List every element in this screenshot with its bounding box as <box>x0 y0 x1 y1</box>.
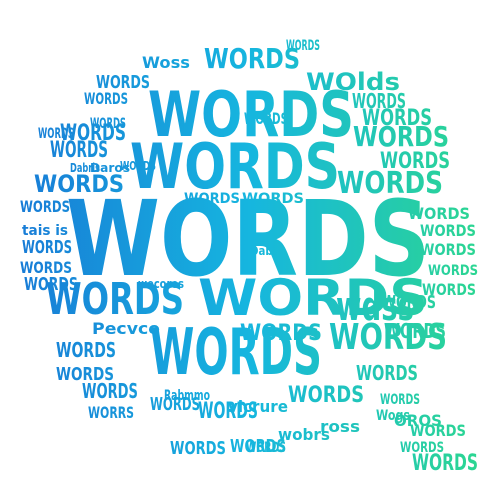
cloud-word: WORDS <box>34 170 124 198</box>
cloud-word: WORDS <box>382 292 436 313</box>
cloud-word: WORDS <box>420 221 476 240</box>
cloud-word: WORDS <box>384 319 446 343</box>
cloud-word: WORDS <box>184 191 240 207</box>
cloud-word: WORDS <box>130 130 340 203</box>
cloud-word: WORDS <box>240 321 322 346</box>
cloud-word: WORDS <box>170 438 226 459</box>
cloud-word: WORDS <box>198 269 428 327</box>
cloud-fragment: WOlds <box>306 68 400 96</box>
cloud-fragment: WORRS <box>88 403 134 422</box>
cloud-fragment: OROS <box>394 411 442 430</box>
cloud-word: WORDS <box>24 274 78 295</box>
cloud-fragment: Woss <box>142 53 190 72</box>
cloud-fragment: wecoros <box>138 277 184 291</box>
cloud-word: WORDS <box>286 38 320 54</box>
cloud-word: WORDS <box>38 126 74 142</box>
cloud-word: WORDS <box>422 280 476 299</box>
cloud-word: WORDS <box>50 138 108 163</box>
cloud-word: WORDS <box>90 116 126 132</box>
cloud-word: WORDS <box>20 258 72 277</box>
cloud-fragment: Wogs <box>376 408 410 424</box>
cloud-word: WORDS <box>82 379 138 403</box>
cloud-fragment: Rabmmo <box>164 388 210 404</box>
cloud-word: WORDS <box>362 106 432 131</box>
cloud-fragment: Daros <box>90 161 130 175</box>
cloud-word: WORDS <box>148 78 354 151</box>
cloud-word: WORDS <box>408 204 470 223</box>
cloud-word: WORDS <box>198 399 258 424</box>
cloud-word: WORDS <box>246 440 286 456</box>
cloud-word: WORDS <box>412 451 478 476</box>
cloud-fragment: vicrure <box>228 397 288 416</box>
cloud-word: WORDS <box>410 421 466 440</box>
cloud-word: WORDS <box>244 109 288 128</box>
cloud-word: WORDS <box>20 197 70 216</box>
cloud-word: WORDS <box>56 338 116 362</box>
cloud-word: WORDS <box>66 178 430 300</box>
cloud-word: WORDS <box>420 240 476 259</box>
cloud-fragment: ross <box>320 417 360 436</box>
cloud-word: WORDS <box>150 394 200 415</box>
cloud-fragment: tais is <box>22 223 68 239</box>
cloud-word: WORDS <box>400 440 444 456</box>
cloud-word: WORDS <box>84 89 128 108</box>
cloud-fragment: Dabris <box>70 161 100 175</box>
cloud-fragment: Dabus <box>250 244 286 258</box>
cloud-word: WORDS <box>337 166 443 201</box>
cloud-word: WORDS <box>56 364 114 385</box>
cloud-fragment: Pecvce <box>92 319 160 338</box>
cloud-word: WORDS <box>46 274 184 325</box>
cloud-word: WORDS <box>380 149 450 174</box>
cloud-word: WORDS <box>353 120 449 153</box>
cloud-word: WORDS <box>329 317 447 358</box>
cloud-word: WORDS <box>204 42 300 75</box>
cloud-word: WORDS <box>150 316 322 390</box>
cloud-word: WORDS <box>60 121 126 146</box>
cloud-word: WORDS <box>288 383 364 408</box>
cloud-word: WORDS <box>380 392 420 408</box>
cloud-word: WORDS <box>96 72 150 93</box>
cloud-word: WORDS <box>428 263 478 279</box>
cloud-fragment: wobrs <box>278 425 330 444</box>
cloud-word: WORDS <box>356 361 418 385</box>
cloud-word: WORDS <box>242 191 304 207</box>
cloud-word: WORDS <box>352 89 406 113</box>
cloud-word: WORDS <box>22 237 72 258</box>
cloud-fragment: WORDS <box>120 159 156 173</box>
cloud-fragment: wdss <box>336 284 414 330</box>
cloud-word: WORDS <box>230 436 286 457</box>
